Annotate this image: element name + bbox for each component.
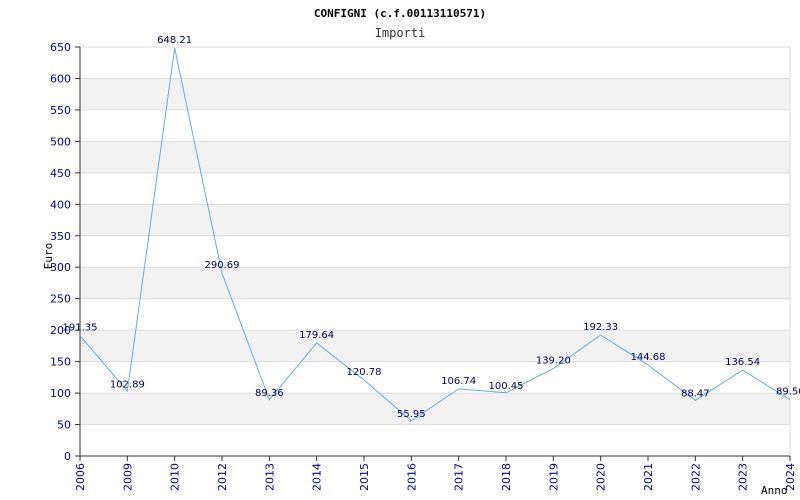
series-line [79, 48, 791, 422]
data-label: 55.95 [397, 409, 426, 420]
data-label: 192.33 [583, 322, 618, 333]
y-tick-label: 500 [50, 135, 71, 148]
chart-subtitle: Importi [375, 26, 426, 40]
x-tick-label: 2019 [547, 463, 560, 491]
x-tick-label: 2006 [74, 463, 87, 491]
grid-band [80, 393, 790, 425]
y-tick-label: 400 [50, 198, 71, 211]
data-label: 106.74 [441, 376, 476, 387]
y-axis-label: Euro [42, 243, 55, 270]
y-tick-label: 250 [50, 293, 71, 306]
data-label: 648.21 [157, 35, 192, 46]
grid-band [80, 330, 790, 362]
x-tick-labels: 2006 2009 2010 2012 2013 2014 2015 2016 2017 2018… [74, 456, 797, 491]
grid-band [80, 141, 790, 173]
data-label: 89.36 [255, 388, 284, 399]
y-tick-label: 350 [50, 230, 71, 243]
data-label: 179.64 [299, 330, 334, 341]
y-tick-label: 450 [50, 167, 71, 180]
x-tick-label: 2024 [784, 463, 797, 491]
x-tick-label: 2021 [642, 463, 655, 491]
grid-band [80, 78, 790, 110]
grid-bands [80, 78, 790, 425]
x-tick-label: 2014 [311, 463, 324, 491]
y-tick-label: 0 [64, 450, 71, 463]
x-tick-label: 2015 [358, 463, 371, 491]
data-label: 100.45 [489, 381, 524, 392]
x-tick-label: 2023 [737, 463, 750, 491]
data-label: 120.78 [347, 367, 382, 378]
data-label: 139.20 [536, 355, 571, 366]
x-tick-label: 2010 [169, 463, 182, 491]
x-tick-label: 2016 [405, 463, 418, 491]
y-tick-label: 550 [50, 104, 71, 117]
x-tick-label: 2022 [689, 463, 702, 491]
grid-lines [80, 46, 791, 457]
y-tick-label: 650 [50, 41, 71, 54]
grid-band [80, 267, 790, 299]
data-label: 102.89 [110, 379, 145, 390]
x-tick-label: 2012 [216, 463, 229, 491]
y-tick-labels: 0 50 100 150 200 250 300 350 400 450 500 550 600 650 [50, 41, 80, 463]
series-importi [79, 48, 791, 422]
data-label: 89.50 [776, 387, 800, 398]
axes [79, 47, 790, 457]
chart-title: CONFIGNI (c.f.00113110571) [314, 7, 486, 20]
y-tick-label: 150 [50, 356, 71, 369]
y-tick-label: 600 [50, 72, 71, 85]
y-tick-label: 300 [50, 261, 71, 274]
x-tick-label: 2018 [500, 463, 513, 491]
y-tick-label: 100 [50, 387, 71, 400]
grid-band [80, 204, 790, 236]
x-tick-label: 2009 [121, 463, 134, 491]
x-tick-label: 2013 [263, 463, 276, 491]
x-tick-label: 2017 [453, 463, 466, 491]
data-label: 136.54 [725, 357, 760, 368]
data-label: 290.69 [205, 260, 240, 271]
x-axis-label: Anno [761, 484, 788, 497]
y-tick-label: 50 [57, 419, 71, 432]
data-label: 88.47 [681, 388, 710, 399]
y-tick-label: 200 [50, 324, 71, 337]
x-tick-label: 2020 [595, 463, 608, 491]
data-label: 144.68 [631, 352, 666, 363]
data-label: 191.35 [63, 323, 98, 334]
data-labels: 191.35 102.89 648.21 290.69 89.36 179.64 120.7… [63, 35, 800, 420]
